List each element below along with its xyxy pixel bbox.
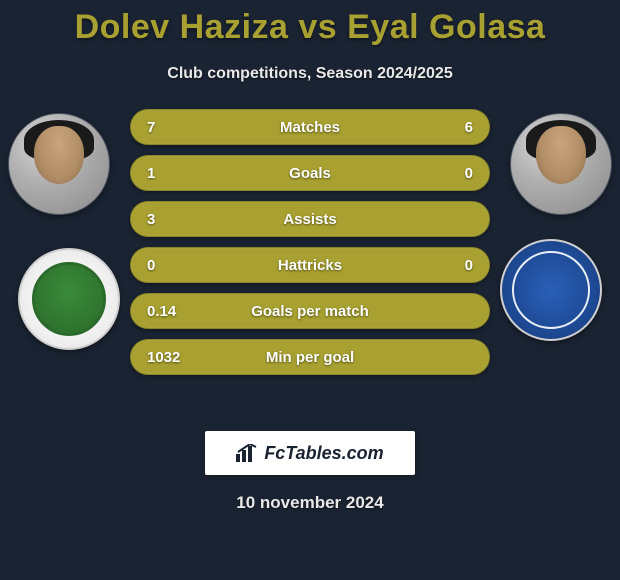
stat-left-value: 7 — [147, 119, 187, 136]
club-left-badge — [18, 248, 120, 350]
page-title: Dolev Haziza vs Eyal Golasa — [0, 0, 620, 47]
stat-bars: 7 Matches 6 1 Goals 0 3 Assists 0 Hattri… — [130, 109, 490, 385]
stat-row-goals: 1 Goals 0 — [130, 155, 490, 191]
avatar-face — [536, 126, 586, 184]
club-right-badge — [500, 239, 602, 341]
stat-row-min-per-goal: 1032 Min per goal — [130, 339, 490, 375]
stat-row-goals-per-match: 0.14 Goals per match — [130, 293, 490, 329]
stat-right-value: 0 — [433, 257, 473, 274]
stat-left-value: 3 — [147, 211, 187, 228]
stat-row-matches: 7 Matches 6 — [130, 109, 490, 145]
date-label: 10 november 2024 — [0, 493, 620, 513]
avatar-face — [34, 126, 84, 184]
player-left-avatar — [8, 113, 110, 215]
stat-right-value: 6 — [433, 119, 473, 136]
stat-row-hattricks: 0 Hattricks 0 — [130, 247, 490, 283]
club-right-badge-inner — [512, 251, 590, 329]
stat-row-assists: 3 Assists — [130, 201, 490, 237]
brand-text: FcTables.com — [264, 443, 383, 464]
stat-left-value: 1 — [147, 165, 187, 182]
club-left-badge-inner — [32, 262, 106, 336]
player-right-avatar — [510, 113, 612, 215]
comparison-panel: 7 Matches 6 1 Goals 0 3 Assists 0 Hattri… — [0, 113, 620, 423]
chart-icon — [236, 444, 258, 462]
stat-left-value: 0.14 — [147, 303, 187, 320]
stat-left-value: 1032 — [147, 349, 187, 366]
stat-right-value: 0 — [433, 165, 473, 182]
stat-left-value: 0 — [147, 257, 187, 274]
brand-badge: FcTables.com — [205, 431, 415, 475]
subtitle: Club competitions, Season 2024/2025 — [0, 65, 620, 83]
